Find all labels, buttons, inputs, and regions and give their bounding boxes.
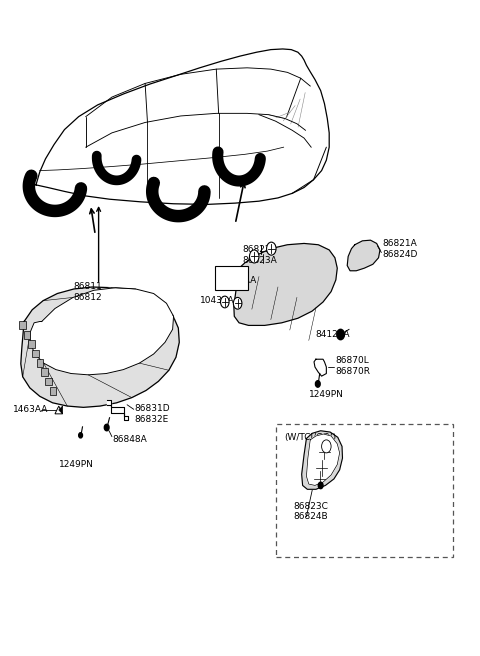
Text: 1043EA: 1043EA <box>200 296 234 304</box>
Text: 1249PN: 1249PN <box>309 390 344 400</box>
Text: 86823C
86824B: 86823C 86824B <box>293 502 328 522</box>
Circle shape <box>315 380 320 387</box>
Circle shape <box>318 482 323 489</box>
Circle shape <box>250 250 259 263</box>
Polygon shape <box>59 406 62 414</box>
Bar <box>36 359 43 367</box>
Circle shape <box>79 433 83 438</box>
Text: 1249PN: 1249PN <box>59 460 94 469</box>
Polygon shape <box>234 243 337 325</box>
Polygon shape <box>30 288 174 375</box>
Bar <box>24 331 30 338</box>
Polygon shape <box>21 287 179 407</box>
Polygon shape <box>314 359 326 376</box>
Circle shape <box>266 242 276 255</box>
Bar <box>28 340 35 348</box>
Circle shape <box>322 440 331 453</box>
Text: 1463AA: 1463AA <box>13 405 48 414</box>
Polygon shape <box>107 400 128 420</box>
Polygon shape <box>55 406 62 414</box>
Text: 86821A
86824D: 86821A 86824D <box>383 239 418 258</box>
Bar <box>276 424 454 557</box>
Text: 1042AA: 1042AA <box>222 276 257 285</box>
Polygon shape <box>306 434 340 485</box>
Bar <box>45 378 52 386</box>
Bar <box>216 266 248 290</box>
Text: 86870L
86870R: 86870L 86870R <box>335 356 370 376</box>
Bar <box>19 321 26 329</box>
Text: 86848A: 86848A <box>113 436 147 444</box>
Text: 86822F
86823A: 86822F 86823A <box>242 245 277 265</box>
Circle shape <box>233 297 242 309</box>
Text: 86811
86812: 86811 86812 <box>73 282 102 302</box>
Bar <box>32 350 39 358</box>
Circle shape <box>104 424 109 431</box>
Text: 86831D
86832E: 86831D 86832E <box>135 404 170 424</box>
Text: 84124A: 84124A <box>315 330 349 339</box>
Text: (W/TCI/GDI): (W/TCI/GDI) <box>284 434 336 442</box>
Bar <box>50 387 56 395</box>
Polygon shape <box>301 431 342 489</box>
Polygon shape <box>347 240 380 271</box>
Bar <box>41 368 48 376</box>
Circle shape <box>337 329 344 340</box>
Circle shape <box>220 296 229 308</box>
